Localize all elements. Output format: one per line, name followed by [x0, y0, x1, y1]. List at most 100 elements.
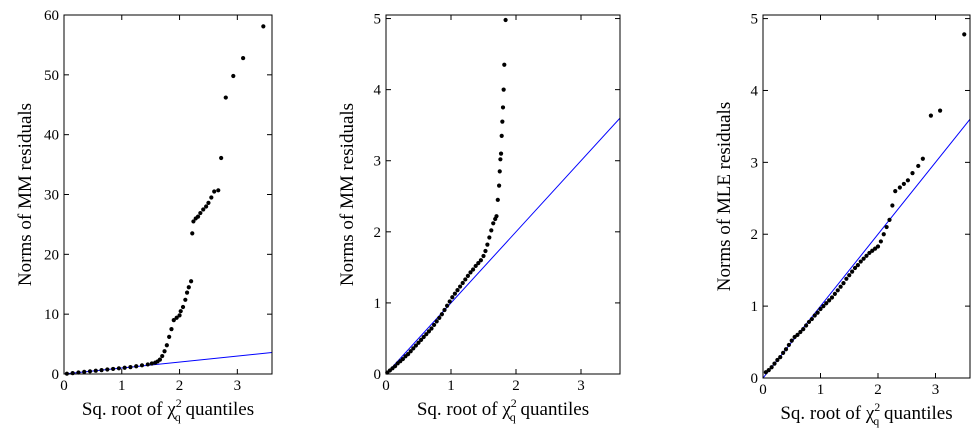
y-tick-label: 3 [751, 155, 759, 171]
x-label-superscript: 2 [874, 400, 880, 414]
data-point [844, 276, 849, 281]
reference-line [64, 351, 272, 374]
data-point [893, 189, 898, 194]
data-point [884, 224, 889, 230]
data-point [201, 207, 206, 212]
data-point [167, 334, 172, 340]
data-point [160, 353, 165, 359]
data-point [105, 367, 110, 372]
data-point [463, 277, 468, 282]
x-label-suffix: quantiles [879, 403, 952, 424]
data-point [447, 299, 452, 304]
y-tick-label: 5 [374, 12, 382, 28]
data-point [769, 365, 774, 370]
data-point [786, 342, 791, 348]
data-point [209, 195, 214, 200]
data-point [476, 261, 481, 266]
data-point [870, 248, 875, 253]
x-label-suffix: quantiles [516, 399, 589, 420]
data-point [491, 221, 496, 226]
data-point [128, 365, 133, 370]
data-point [497, 183, 502, 188]
data-point [169, 327, 174, 332]
x-label-superscript: 2 [176, 396, 182, 410]
y-tick-label: 5 [751, 12, 759, 28]
data-point [897, 185, 902, 190]
x-tick-label: 3 [234, 378, 242, 394]
data-point [483, 248, 488, 254]
data-point [445, 303, 450, 308]
data-point [134, 364, 139, 369]
x-tick-label: 0 [759, 382, 767, 398]
data-point [216, 188, 221, 193]
data-point [503, 17, 508, 23]
data-point [763, 370, 768, 375]
data-point [495, 197, 500, 202]
data-point [190, 231, 195, 236]
data-point [162, 349, 167, 354]
data-point [858, 259, 863, 264]
data-point [806, 319, 812, 325]
data-point [841, 281, 846, 286]
data-point [501, 87, 506, 92]
data-point [772, 361, 777, 366]
data-point [191, 219, 196, 224]
data-point [421, 334, 426, 340]
data-point [458, 284, 463, 289]
data-point [183, 297, 188, 302]
data-point [962, 32, 967, 37]
data-point [498, 151, 504, 156]
data-point [502, 62, 507, 67]
data-point [778, 355, 783, 360]
y-tick-label: 3 [374, 154, 382, 170]
data-point [212, 189, 217, 194]
data-point [424, 332, 429, 337]
data-point [93, 368, 98, 373]
data-point [87, 369, 93, 374]
data-point [434, 319, 439, 324]
data-point [450, 295, 455, 300]
x-label-symbol: χ [166, 399, 176, 420]
data-point [139, 363, 145, 368]
data-point [827, 298, 832, 303]
data-point [494, 214, 499, 219]
data-point [489, 228, 494, 233]
data-point [928, 113, 934, 118]
data-point [413, 343, 418, 348]
data-point [145, 362, 150, 367]
data-point [460, 280, 465, 286]
y-tick-label: 0 [751, 371, 759, 387]
data-point [881, 232, 886, 237]
plot-frame [385, 14, 621, 375]
x-tick-label: 0 [382, 378, 390, 394]
data-point [795, 332, 800, 337]
data-point [432, 322, 437, 328]
data-point [189, 279, 194, 284]
x-label-superscript: 2 [511, 396, 517, 410]
data-point [174, 315, 179, 320]
data-point [419, 337, 424, 342]
data-point [99, 368, 104, 373]
y-tick-label: 2 [374, 225, 382, 241]
data-point [818, 306, 823, 312]
x-label-subscript: q [510, 410, 516, 424]
data-point [426, 329, 431, 334]
data-point [471, 267, 476, 272]
x-tick-label: 2 [874, 382, 882, 398]
x-axis-label: Sq. root of χ2 q quantiles [82, 396, 254, 424]
data-point [157, 357, 163, 362]
data-point [437, 315, 442, 320]
data-point [878, 239, 883, 244]
y-tick-label: 20 [44, 247, 59, 263]
data-point [442, 307, 447, 313]
x-label-symbol: χ [501, 399, 511, 420]
y-tick-label: 10 [44, 307, 59, 323]
reference-line [386, 117, 620, 374]
data-point [873, 246, 878, 251]
y-tick-label: 40 [44, 128, 59, 144]
data-point [850, 269, 855, 274]
x-label-prefix: Sq. root of [417, 399, 503, 420]
data-point [855, 263, 860, 268]
data-point [452, 291, 457, 296]
